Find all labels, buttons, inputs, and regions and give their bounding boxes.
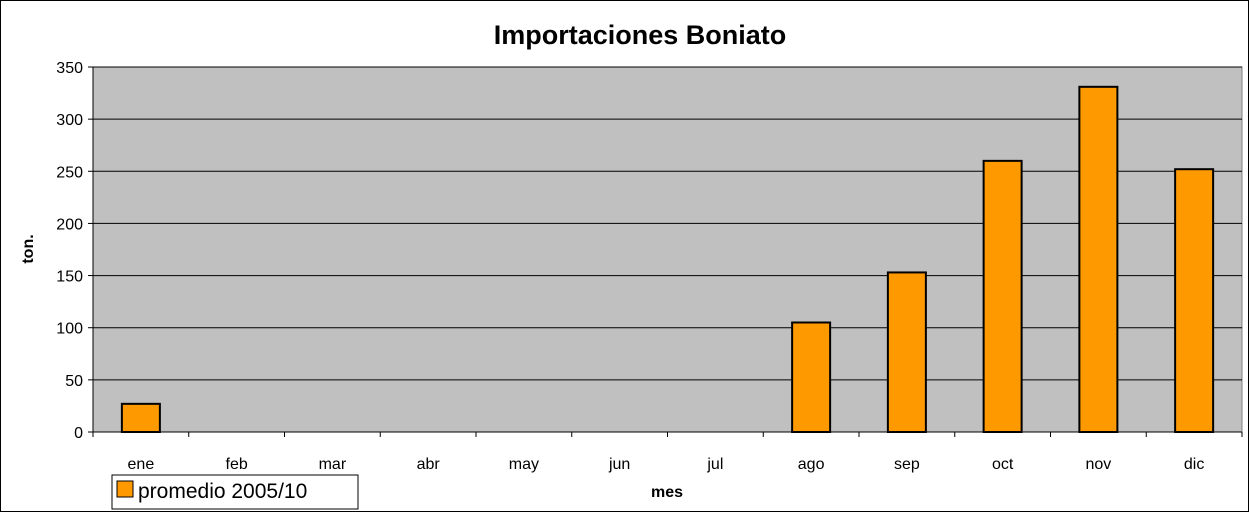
legend-label: promedio 2005/10 bbox=[138, 480, 307, 503]
y-tick-label: 100 bbox=[56, 321, 83, 338]
axes bbox=[92, 67, 1243, 437]
x-tick-label: feb bbox=[226, 456, 248, 473]
gridlines bbox=[93, 66, 1242, 381]
y-tick-label: 150 bbox=[56, 269, 83, 286]
bar-ene bbox=[120, 402, 161, 434]
x-tick-label: ago bbox=[798, 456, 825, 473]
x-tick-label: mar bbox=[319, 456, 347, 473]
bar-sep bbox=[886, 271, 927, 434]
x-tick-label: dic bbox=[1184, 456, 1204, 473]
y-tick-label: 350 bbox=[56, 60, 83, 77]
y-tick-label: 50 bbox=[65, 373, 83, 390]
bar-nov bbox=[1078, 85, 1119, 433]
x-tick-label: nov bbox=[1085, 456, 1111, 473]
x-tick-labels: ene feb mar abr may jun jul ago sep oct nov dic bbox=[128, 456, 1205, 473]
x-tick-label: jun bbox=[608, 456, 630, 473]
x-tick-label: jul bbox=[706, 456, 723, 473]
x-tick-label: sep bbox=[894, 456, 920, 473]
x-tick-label: oct bbox=[992, 456, 1014, 473]
y-axis-title: ton. bbox=[20, 234, 37, 263]
y-tick-label: 300 bbox=[56, 112, 83, 129]
bar-dic bbox=[1174, 168, 1215, 433]
y-tick-labels: 0 50 100 150 200 250 300 350 bbox=[56, 60, 93, 442]
legend: promedio 2005/10 bbox=[111, 474, 359, 510]
chart-title: Importaciones Boniato bbox=[494, 20, 787, 50]
x-tick-label: may bbox=[509, 456, 539, 473]
bar-ago bbox=[791, 321, 832, 433]
y-tick-label: 200 bbox=[56, 216, 83, 233]
bars bbox=[120, 85, 1215, 434]
bar-oct bbox=[982, 159, 1023, 433]
x-tick-label: abr bbox=[417, 456, 441, 473]
x-tick-label: ene bbox=[128, 456, 155, 473]
x-axis-title: mes bbox=[651, 484, 683, 501]
y-tick-label: 250 bbox=[56, 164, 83, 181]
y-tick-label: 0 bbox=[74, 425, 83, 442]
legend-swatch bbox=[116, 480, 134, 498]
plot-area bbox=[92, 66, 1243, 433]
legend-frame bbox=[111, 474, 359, 510]
